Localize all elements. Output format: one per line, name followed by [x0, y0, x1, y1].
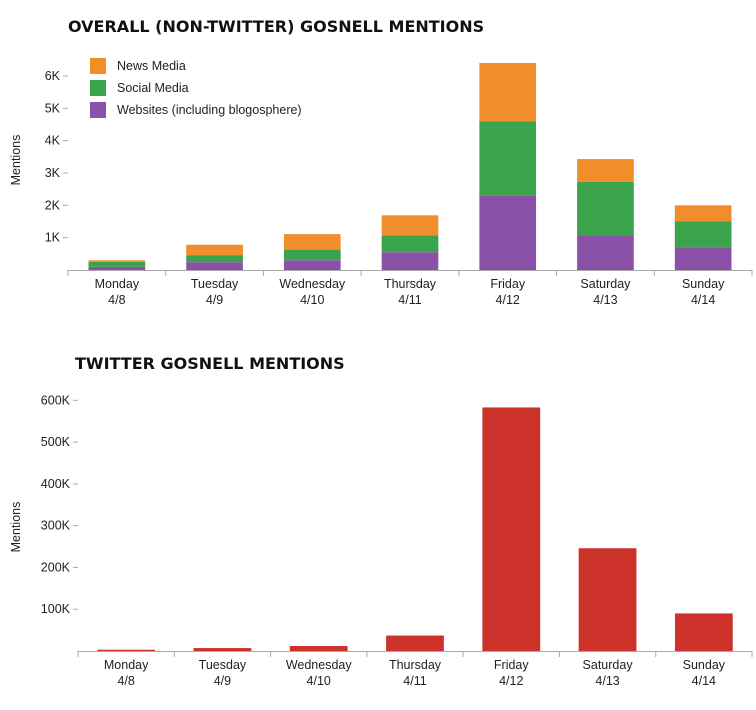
bar-segment-news — [186, 244, 243, 256]
chart2-ylabel: Mentions — [9, 502, 23, 553]
y-tick-label: 500K — [41, 435, 71, 449]
x-tick-label: Monday — [95, 277, 140, 291]
bar-segment-news — [674, 205, 732, 222]
y-tick-label: 1K — [45, 231, 61, 245]
x-tick-label: Tuesday — [199, 658, 247, 672]
bar-segment-news — [283, 234, 341, 250]
bar — [193, 648, 252, 651]
x-tick-label: Saturday — [580, 277, 631, 291]
x-tick-label: Thursday — [384, 277, 437, 291]
bar-segment-websites — [381, 252, 439, 270]
bar-segment-news — [479, 63, 537, 122]
y-tick-label: 300K — [41, 519, 71, 533]
x-tick-label: Friday — [494, 658, 529, 672]
x-tick-label: 4/12 — [496, 293, 520, 307]
x-tick-label: 4/13 — [593, 293, 617, 307]
bar-segment-websites — [479, 195, 537, 270]
overall-mentions-chart: OVERALL (NON-TWITTER) GOSNELL MENTIONS M… — [9, 17, 753, 307]
x-tick-label: 4/12 — [499, 674, 523, 688]
x-tick-label: 4/11 — [398, 293, 421, 307]
bar-segment-websites — [186, 262, 243, 270]
y-tick-label: 200K — [41, 560, 71, 574]
twitter-mentions-chart: TWITTER GOSNELL MENTIONS Mentions 100K 20… — [9, 354, 753, 688]
chart1-ylabel: Mentions — [9, 135, 23, 186]
bar-segment-websites — [674, 247, 732, 270]
x-tick-label: 4/10 — [300, 293, 324, 307]
bar-segment-social — [186, 255, 243, 263]
bar-segment-websites — [283, 260, 341, 270]
x-tick-label: Monday — [104, 658, 149, 672]
legend-label: Websites (including blogosphere) — [117, 103, 302, 117]
bar — [482, 407, 541, 651]
x-tick-label: Thursday — [389, 658, 442, 672]
chart2-title: TWITTER GOSNELL MENTIONS — [75, 354, 345, 373]
legend-label: News Media — [117, 59, 186, 73]
x-tick-label: 4/8 — [108, 293, 125, 307]
x-tick-label: Sunday — [683, 658, 726, 672]
legend-label: Social Media — [117, 81, 189, 95]
bar — [674, 613, 733, 651]
bar-segment-websites — [577, 235, 634, 270]
bar — [289, 645, 348, 651]
bar-segment-websites — [88, 266, 146, 270]
legend-swatch — [90, 80, 106, 96]
bar-segment-news — [88, 260, 146, 262]
y-tick-label: 6K — [45, 69, 61, 83]
x-tick-label: 4/9 — [206, 293, 223, 307]
y-tick-label: 600K — [41, 393, 71, 407]
x-tick-label: 4/14 — [691, 293, 715, 307]
y-tick-label: 400K — [41, 477, 71, 491]
x-tick-label: Wednesday — [279, 277, 346, 291]
bar — [578, 548, 637, 651]
legend-swatch — [90, 102, 106, 118]
x-tick-label: Tuesday — [191, 277, 239, 291]
x-tick-label: 4/10 — [307, 674, 331, 688]
y-tick-label: 100K — [41, 602, 71, 616]
bar-segment-social — [674, 221, 732, 248]
x-tick-label: 4/8 — [117, 674, 134, 688]
chart1-title: OVERALL (NON-TWITTER) GOSNELL MENTIONS — [68, 17, 484, 36]
y-tick-label: 4K — [45, 134, 61, 148]
bar — [97, 649, 156, 651]
bar-segment-social — [283, 249, 341, 261]
y-tick-label: 5K — [45, 101, 61, 115]
bar-segment-news — [381, 215, 439, 236]
bar-segment-social — [381, 235, 439, 253]
x-tick-label: Wednesday — [286, 658, 353, 672]
bar-segment-social — [577, 181, 634, 236]
x-tick-label: 4/11 — [403, 674, 426, 688]
bar-segment-social — [479, 121, 537, 196]
bar-segment-social — [88, 261, 146, 267]
x-tick-label: Saturday — [583, 658, 634, 672]
x-tick-label: 4/14 — [692, 674, 716, 688]
y-tick-label: 3K — [45, 166, 61, 180]
bar-segment-news — [577, 159, 634, 182]
bar — [386, 635, 444, 651]
x-tick-label: Sunday — [682, 277, 725, 291]
x-tick-label: 4/9 — [214, 674, 231, 688]
legend-swatch — [90, 58, 106, 74]
y-tick-label: 2K — [45, 198, 61, 212]
x-tick-label: 4/13 — [595, 674, 619, 688]
x-tick-label: Friday — [490, 277, 525, 291]
